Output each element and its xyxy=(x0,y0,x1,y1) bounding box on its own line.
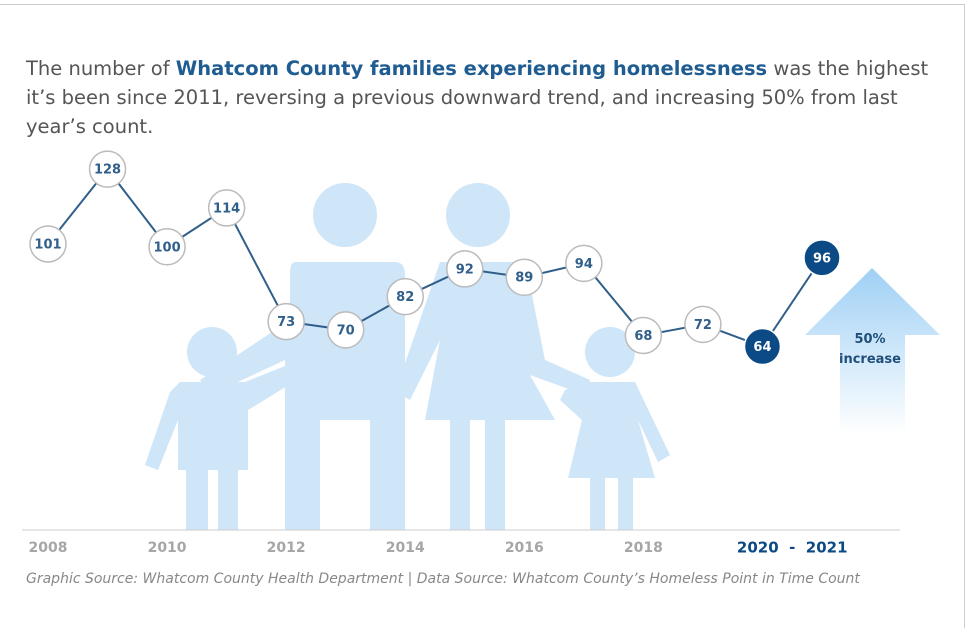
data-label: 92 xyxy=(456,262,474,277)
data-label: 68 xyxy=(634,329,652,344)
data-label: 89 xyxy=(515,271,533,286)
data-point xyxy=(803,239,841,277)
data-point xyxy=(267,302,305,341)
x-tick-label: 2012 xyxy=(267,540,306,556)
data-point xyxy=(505,258,544,296)
data-point xyxy=(88,150,127,188)
x-tick-label: 2016 xyxy=(505,540,544,556)
title-highlight: Whatcom County families experiencing hom… xyxy=(175,57,768,80)
increase-arrow xyxy=(805,268,940,435)
data-point xyxy=(624,316,663,355)
data-point xyxy=(743,327,782,366)
highlight-label: 2020 - 2021 xyxy=(737,539,848,557)
chart-title: The number of Whatcom County families ex… xyxy=(26,54,956,141)
data-point xyxy=(326,311,365,349)
data-label: 114 xyxy=(213,201,240,216)
x-tick-label: 2008 xyxy=(29,540,68,556)
data-point xyxy=(148,228,186,266)
data-label: 100 xyxy=(154,240,181,255)
data-label: 70 xyxy=(337,323,355,338)
data-label: 96 xyxy=(813,251,831,266)
data-point xyxy=(446,250,484,288)
data-label: 64 xyxy=(753,340,771,355)
data-label: 128 xyxy=(94,163,121,178)
data-label: 82 xyxy=(396,290,414,305)
family-silhouette xyxy=(145,183,670,530)
arrow-label: 50% increase xyxy=(839,332,901,367)
data-point xyxy=(684,305,722,344)
data-label: 72 xyxy=(694,318,712,333)
data-label: 73 xyxy=(277,315,295,330)
x-tick-label: 2014 xyxy=(386,540,425,556)
title-part: The number of xyxy=(26,57,176,80)
data-point xyxy=(29,225,67,263)
title-part: was the highest it’s been since 2011, re… xyxy=(26,57,929,138)
frame xyxy=(0,4,965,628)
data-point xyxy=(565,244,603,283)
source-note: Graphic Source: Whatcom County Health De… xyxy=(26,571,860,587)
data-point xyxy=(207,189,246,227)
data-label: 101 xyxy=(34,237,61,252)
x-tick-label: 2010 xyxy=(148,540,187,556)
x-tick-label: 2018 xyxy=(624,540,663,556)
data-point xyxy=(386,277,424,316)
data-label: 94 xyxy=(575,257,593,272)
